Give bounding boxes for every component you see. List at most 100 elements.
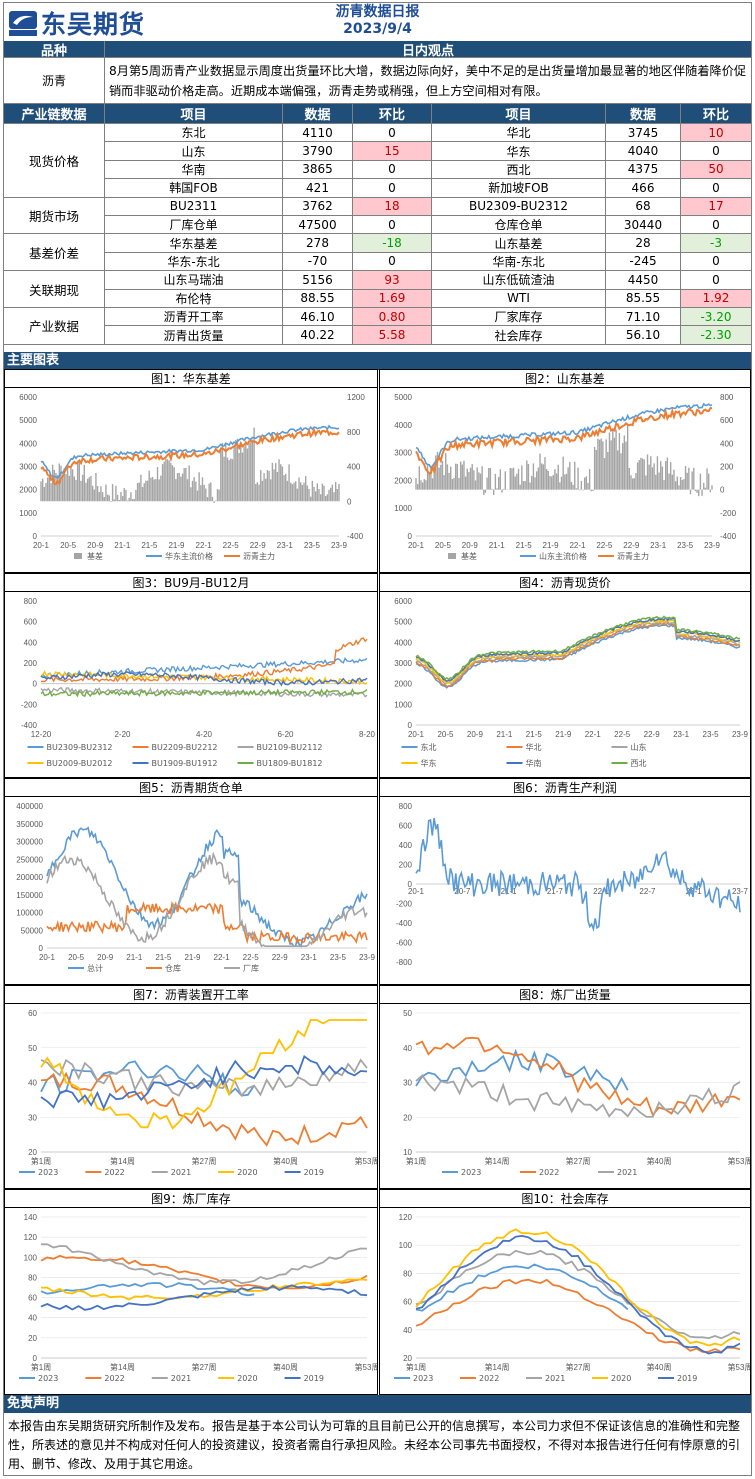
table-change: 0 — [681, 179, 751, 198]
x-tick-label: 23-9 — [732, 730, 749, 739]
table-item: 山东低硫渣油 — [432, 271, 606, 290]
y-tick-label: 20 — [403, 1113, 412, 1122]
legend-label: BU1809-BU1812 — [257, 759, 323, 768]
x-tick-label: 20-5 — [437, 730, 454, 739]
chart-title: 图8：炼厂出货量 — [380, 986, 750, 1004]
x-tick-label: 23-5 — [330, 953, 347, 962]
x-tick-label: 第14周 — [485, 1362, 510, 1372]
table-value: 3790 — [283, 142, 353, 161]
x-tick-label: 21-5 — [516, 541, 533, 550]
seasonal-line — [415, 1048, 629, 1092]
x-tick-label: 23-9 — [359, 953, 376, 962]
table-value: 3745 — [606, 124, 681, 143]
x-tick-label: 20-5 — [435, 541, 452, 550]
spot-price-line — [415, 615, 741, 681]
table-item: 仓库仓单 — [432, 216, 606, 235]
legend-label: 2020 — [237, 1168, 257, 1177]
table-change: 0 — [681, 271, 751, 290]
chart-panel-3: 图3：BU9月-BU12月 -400 -200 0 200 400 600 800 12-20 2… — [4, 573, 378, 778]
table-value: 466 — [606, 179, 681, 198]
y-tick-label: 5000 — [394, 393, 412, 402]
legend-label: 2023 — [38, 1374, 58, 1383]
x-tick-label: 第27周 — [192, 1156, 217, 1166]
legend-label: 2023 — [38, 1168, 58, 1177]
x-tick-label: 22-9 — [250, 541, 267, 550]
seasonal-line — [415, 1074, 741, 1118]
chart-title: 图9：炼厂库存 — [5, 1190, 377, 1208]
table-change: 1.69 — [353, 289, 432, 308]
y-tick-label: 120 — [399, 1213, 413, 1222]
legend-label: 2022 — [104, 1168, 124, 1177]
x-tick-label: 23-1 — [277, 541, 294, 550]
table-change: 0 — [681, 253, 751, 272]
table-item: 新加坡FOB — [432, 179, 606, 198]
table-value: 28 — [606, 234, 681, 253]
x-tick-label: 21-5 — [155, 953, 172, 962]
y2-tick-label: 800 — [347, 428, 361, 437]
table-item: 山东马瑞油 — [105, 271, 283, 290]
table-group-label: 现货价格 — [4, 124, 105, 198]
y-tick-label: 3000 — [19, 463, 37, 472]
table-item: 东北 — [105, 124, 283, 143]
y-tick-label: 2000 — [394, 476, 412, 485]
price-line — [415, 402, 713, 469]
x-tick-label: 20-9 — [467, 730, 484, 739]
table-value: 3865 — [283, 160, 353, 180]
chart-svg: -400 -200 0 200 400 600 800 12-20 2-20 4-20 6-20 8-… — [21, 597, 376, 768]
seasonal-line — [40, 1058, 368, 1098]
seasonal-line — [415, 1249, 741, 1340]
y-tick-label: 6000 — [19, 393, 37, 402]
table-item: BU2311 — [105, 197, 283, 216]
table-item: 厂家库存 — [432, 308, 606, 327]
chart-svg: 0 50000 100000 150000 200000 250000 300000 3500… — [16, 802, 376, 973]
table-item: 山东 — [105, 142, 283, 161]
chart-panel-10: 图10：社会库存 20 40 60 80 100 120 第1周 第14周 第27周 第40周 第53… — [379, 1189, 751, 1395]
warrant-line — [46, 900, 368, 946]
x-tick-label: 22-7 — [639, 887, 656, 896]
x-tick-label: 20-9 — [462, 541, 479, 550]
company-name: 东吴期货 — [41, 10, 146, 39]
x-tick-label: 22-9 — [644, 730, 661, 739]
x-tick-label: 4-20 — [196, 730, 213, 739]
y2-tick-label: -200 — [720, 509, 737, 518]
x-tick-label: 21-1 — [489, 541, 506, 550]
legend-label: 沥青主力 — [617, 551, 649, 561]
table-header: 数据 — [283, 104, 353, 124]
table-item: 华东 — [432, 142, 606, 161]
x-tick-label: 第53周 — [355, 1156, 377, 1166]
legend-label: 2023 — [461, 1168, 481, 1177]
y-tick-label: 400 — [399, 841, 413, 850]
table-value: 30440 — [606, 216, 681, 235]
seasonal-line — [415, 1263, 629, 1312]
charts-heading: 主要图表 — [4, 352, 751, 370]
x-tick-label: 22-9 — [272, 953, 289, 962]
x-tick-label: 21-5 — [526, 730, 543, 739]
table-change: -3.20 — [681, 308, 751, 327]
x-tick-label: 21-1 — [501, 887, 518, 896]
legend-label: BU2109-BU2112 — [257, 743, 323, 752]
table-value: 47500 — [283, 216, 353, 235]
spot-price-line — [415, 616, 741, 683]
y-tick-label: 50 — [28, 1044, 37, 1053]
x-tick-label: 22-1 — [569, 541, 586, 550]
table-change: 0 — [353, 179, 432, 198]
y-tick-label: 50000 — [21, 926, 44, 935]
seasonal-line — [415, 1228, 741, 1347]
spot-price-line — [415, 623, 741, 689]
table-group-label: 期货市场 — [4, 197, 105, 235]
seasonal-line — [40, 1054, 368, 1111]
chart-svg: 0 1000 2000 3000 4000 5000 6000 -400 0 400 800 1200… — [19, 393, 365, 561]
report-page: 东吴期货 沥青数据日报 2023/9/4 主要图表 图1：华东基差 0 1000 20… — [3, 2, 752, 1476]
table-change: 15 — [353, 142, 432, 161]
y-tick-label: 600 — [24, 618, 38, 627]
seasonal-line — [41, 1243, 368, 1286]
y-tick-label: 0 — [408, 721, 413, 730]
x-tick-label: 20-5 — [68, 953, 85, 962]
table-change: 17 — [681, 197, 751, 216]
table-item: 西北 — [432, 160, 606, 180]
legend-label: 2022 — [479, 1374, 499, 1383]
y-tick-label: 20 — [403, 1354, 412, 1363]
table-value: 56.10 — [606, 326, 681, 345]
x-tick-label: 8-20 — [359, 730, 376, 739]
y-tick-label: 10 — [403, 1148, 412, 1157]
